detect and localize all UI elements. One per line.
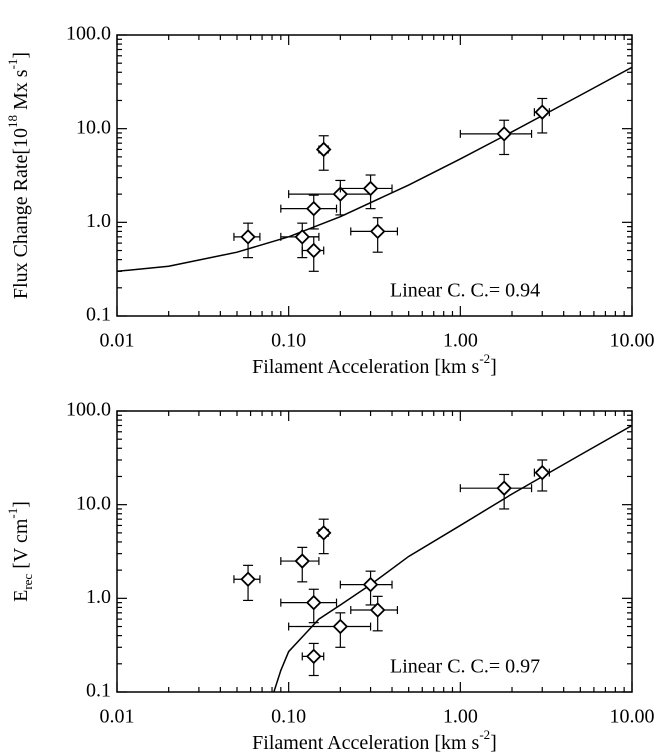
y-label-part: 18 <box>5 115 20 128</box>
data-point <box>315 525 332 541</box>
fit-line <box>117 66 632 273</box>
data-point <box>305 594 322 611</box>
data-point <box>369 602 386 618</box>
y-label-part: -1 <box>5 508 20 519</box>
y-tick-label: 1.0 <box>86 586 111 608</box>
data-point <box>332 186 349 202</box>
y-tick-label: 0.1 <box>86 304 111 326</box>
data-point <box>305 242 322 259</box>
fit-line <box>273 424 632 692</box>
y-label-part: ] <box>10 501 32 508</box>
x-tick-label: 0.10 <box>271 706 306 728</box>
y-label-part: [V cm <box>10 518 32 574</box>
data-point <box>496 126 512 142</box>
x-label-part: -2 <box>479 727 490 742</box>
y-label-part: Mx s <box>10 69 32 115</box>
annotation: Linear C. C.= 0.94 <box>390 280 540 302</box>
data-point <box>294 229 311 245</box>
y-tick-label: 10.0 <box>76 116 111 138</box>
x-label-part: Filament Acceleration [km s <box>252 356 479 378</box>
axes-frame <box>116 34 633 317</box>
y-tick-label: 100.0 <box>66 399 111 421</box>
data-point <box>240 229 256 245</box>
data-point <box>369 223 386 240</box>
data-point <box>362 576 379 593</box>
y-label-part: Flux Change Rate[10 <box>10 128 32 299</box>
x-label-part: -2 <box>479 351 490 366</box>
x-axis-label: Filament Acceleration [km s-2] <box>252 727 497 753</box>
annotation: Linear C. C.= 0.97 <box>390 656 540 678</box>
x-tick-label: 10.00 <box>610 330 655 352</box>
y-tick-label: 10.0 <box>76 492 111 514</box>
y-tick-label: 0.1 <box>86 680 111 702</box>
data-point <box>305 648 322 665</box>
x-tick-label: 1.00 <box>443 330 478 352</box>
data-point <box>240 571 256 587</box>
data-point <box>315 141 332 158</box>
y-axis-label: Erec [V cm-1] <box>5 501 35 602</box>
x-tick-label: 0.10 <box>271 330 306 352</box>
data-point <box>534 464 551 481</box>
y-label-part: rec <box>20 574 35 590</box>
x-tick-label: 10.00 <box>610 706 655 728</box>
y-axis-label: Flux Change Rate[1018 Mx s-1] <box>5 52 31 299</box>
y-tick-label: 1.0 <box>86 210 111 232</box>
data-point <box>305 200 322 217</box>
data-point <box>332 618 349 635</box>
x-tick-label: 0.01 <box>100 706 135 728</box>
data-point <box>534 104 551 120</box>
y-label-part: -1 <box>5 59 20 70</box>
x-tick-label: 0.01 <box>100 330 135 352</box>
y-label-part: E <box>10 590 32 602</box>
data-point <box>496 480 512 496</box>
x-label-part: ] <box>490 732 497 754</box>
x-label-part: ] <box>490 356 497 378</box>
x-axis-label: Filament Acceleration [km s-2] <box>252 351 497 377</box>
axes-frame <box>116 410 633 693</box>
data-point <box>362 180 379 197</box>
data-point <box>294 553 311 569</box>
x-label-part: Filament Acceleration [km s <box>252 732 479 754</box>
x-tick-label: 1.00 <box>443 706 478 728</box>
y-label-part: ] <box>10 52 32 59</box>
y-tick-label: 100.0 <box>66 23 111 45</box>
